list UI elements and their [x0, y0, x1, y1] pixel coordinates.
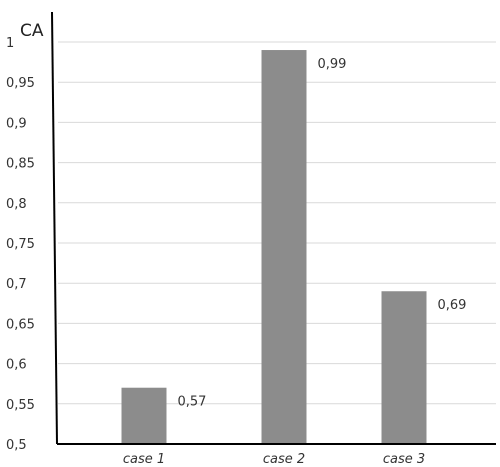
data-label: 0,99 [318, 57, 347, 72]
y-axis-line [51, 11, 58, 445]
y-tick-label: 0,75 [6, 237, 35, 252]
bar [121, 387, 167, 444]
data-labels: 0,57 0,99 0,69 [178, 57, 467, 410]
y-tick-label: 0,85 [6, 157, 35, 172]
y-tick-label: 0,9 [6, 116, 27, 131]
bar [261, 50, 307, 444]
x-category-label: case 3 [383, 452, 425, 467]
y-axis-title: CA [20, 21, 44, 41]
x-category-label: case 2 [263, 452, 305, 467]
data-label: 0,69 [438, 298, 467, 313]
x-category-label: case 1 [123, 452, 165, 467]
y-tick-label: 0,8 [6, 197, 27, 212]
y-tick-label: 0,6 [6, 358, 27, 373]
bar [381, 291, 427, 444]
y-tick-label: 0,95 [6, 76, 35, 91]
y-axis-ticks: 0,5 0,55 0,6 0,65 0,7 0,75 0,8 0,85 0,9 0,95 1 [6, 36, 35, 453]
y-tick-label: 0,65 [6, 317, 35, 332]
y-tick-label: 0,55 [6, 398, 35, 413]
y-tick-label: 1 [6, 36, 14, 51]
data-label: 0,57 [178, 395, 207, 410]
y-tick-label: 0,5 [6, 438, 27, 453]
bars [121, 50, 427, 444]
x-axis-categories: case 1 case 2 case 3 [123, 452, 425, 467]
y-tick-label: 0,7 [6, 277, 27, 292]
